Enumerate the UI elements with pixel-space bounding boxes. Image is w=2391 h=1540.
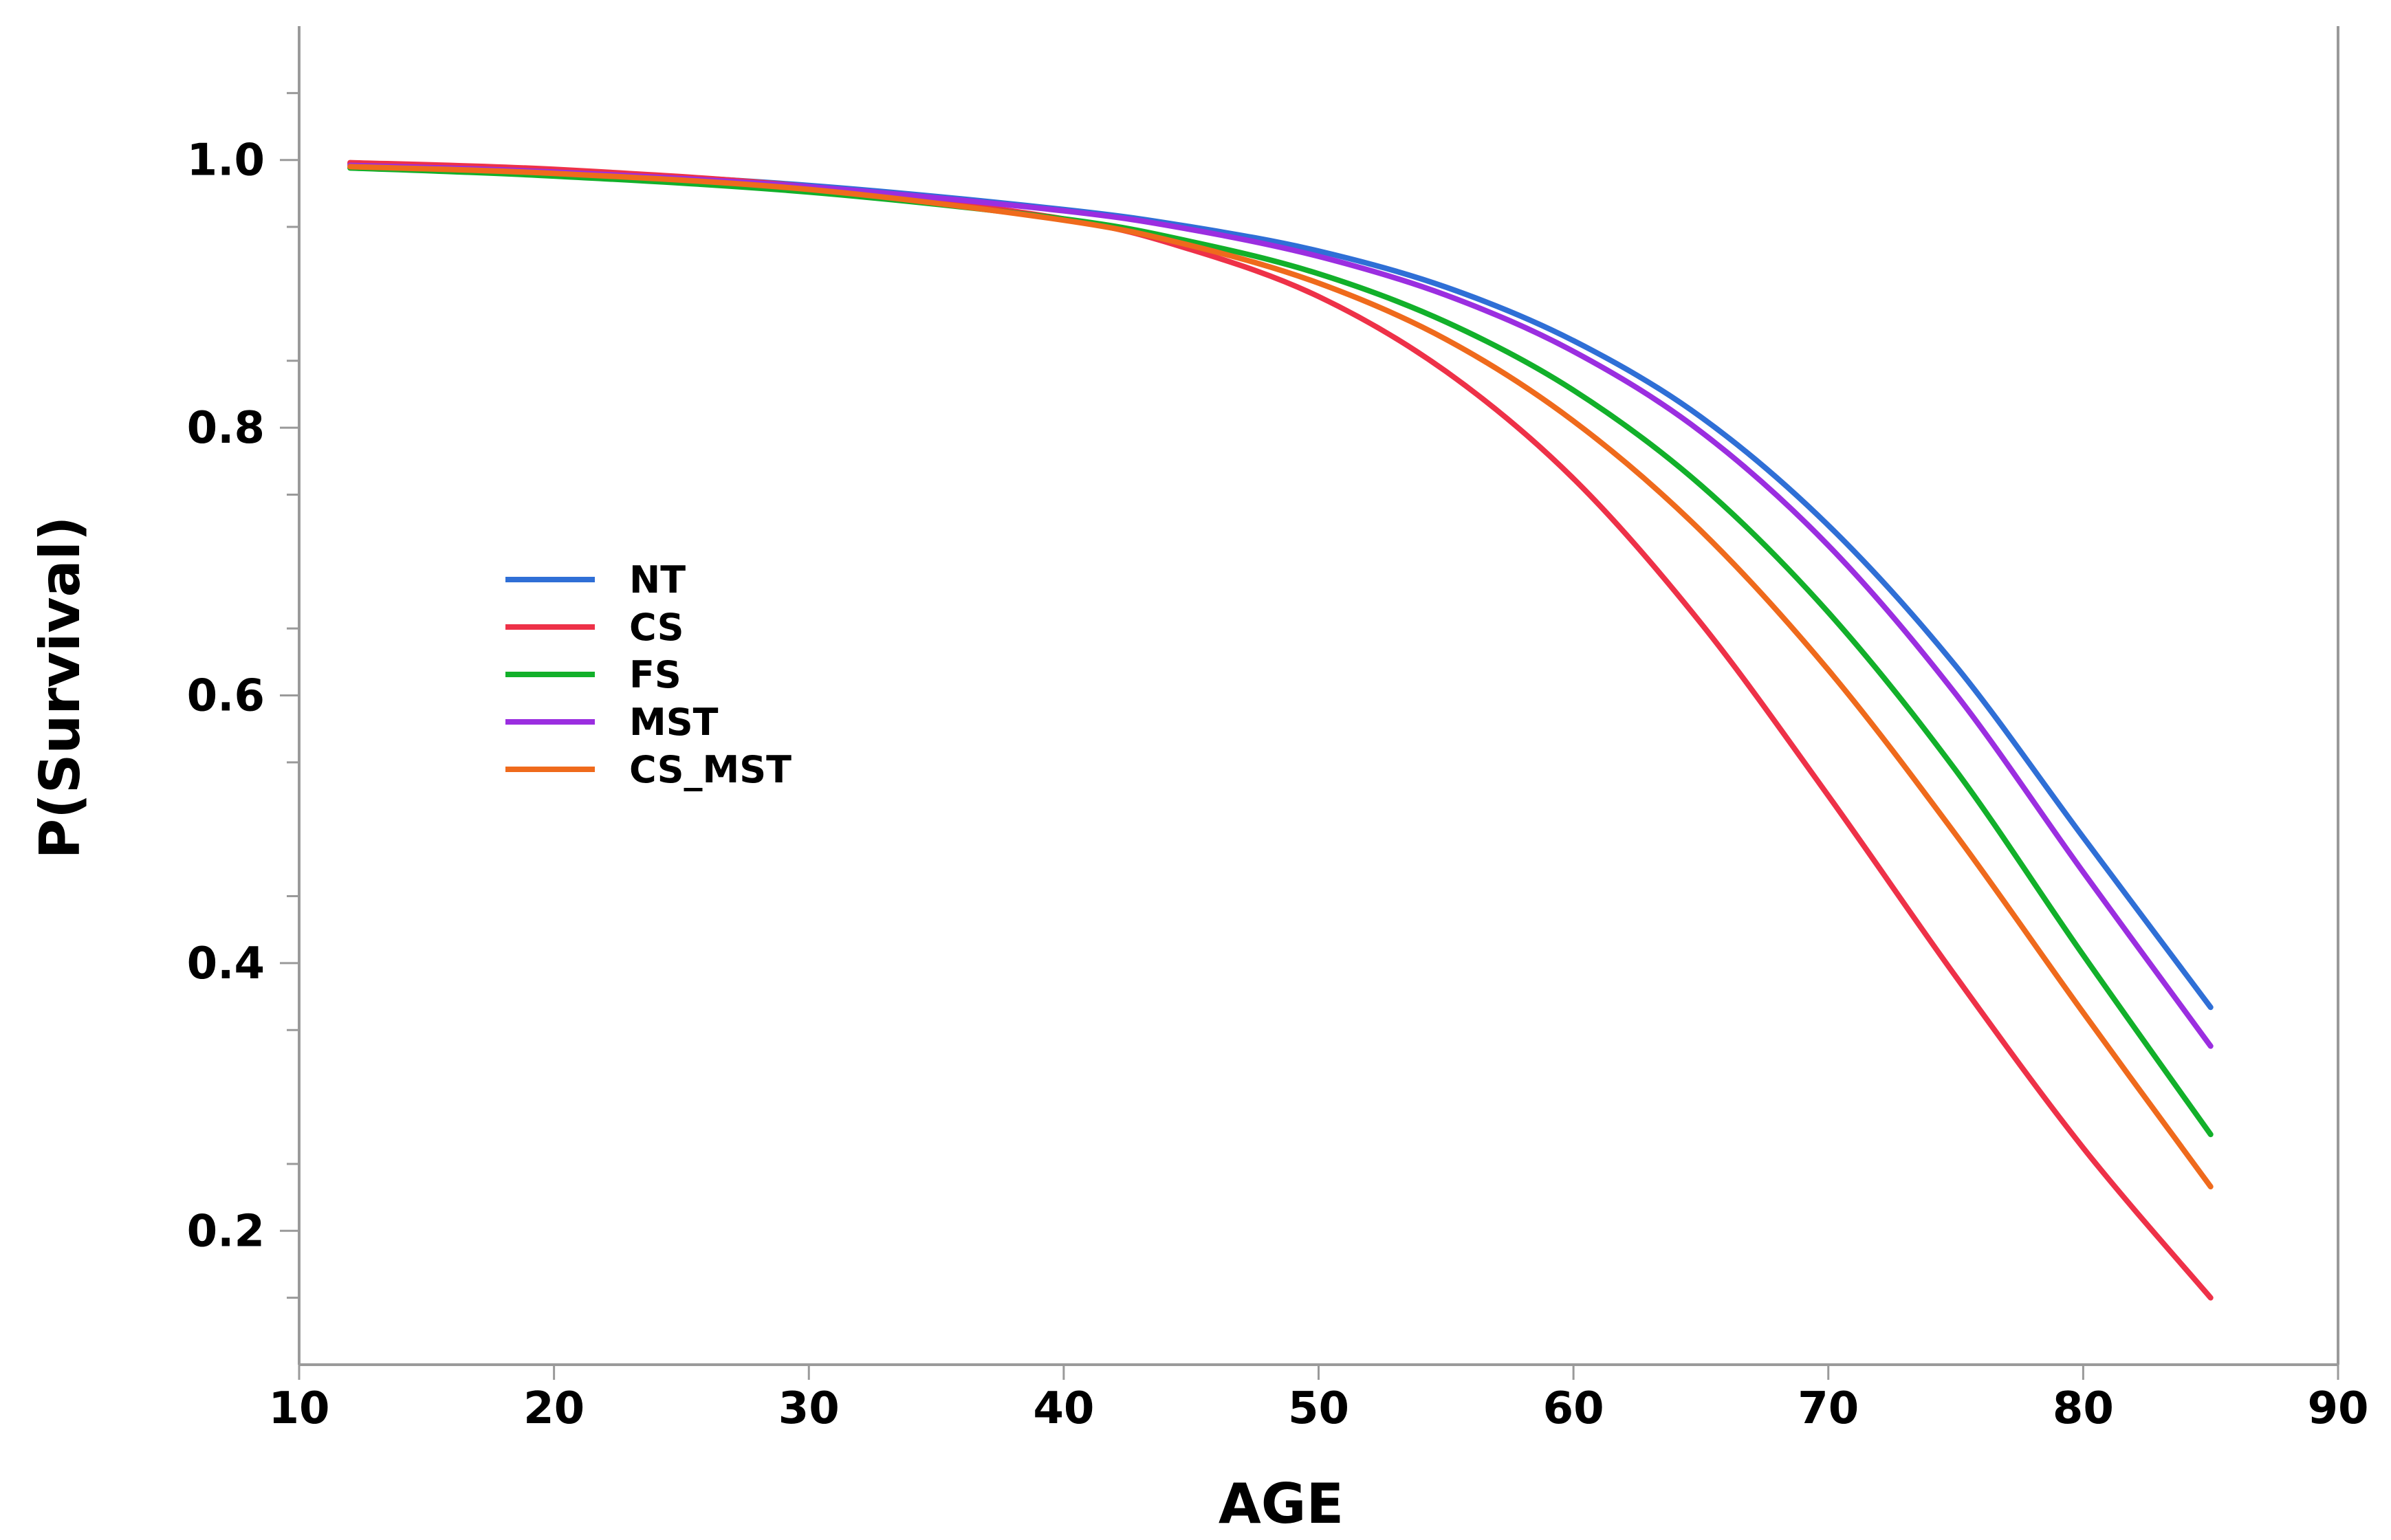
x-axis-title: AGE: [1219, 1472, 1344, 1536]
y-axis-title: P(Survival): [28, 516, 92, 859]
legend-label-mst: MST: [629, 701, 719, 744]
x-tick-label: 10: [268, 1383, 329, 1434]
x-tick-label: 40: [1033, 1383, 1094, 1434]
axes: 10 20 30 40 50 60 70 80 90 0.2 0.4 0.6 0.8 1.0: [187, 26, 2369, 1434]
series-line-cs-mst: [347, 164, 2214, 1189]
y-tick-label: 0.4: [187, 938, 265, 989]
legend-label-fs: FS: [629, 653, 681, 696]
legend-label-cs-mst: CS_MST: [629, 748, 791, 791]
legend-label-cs: CS: [629, 606, 684, 649]
x-tick-label: 20: [523, 1383, 585, 1434]
x-tick-label: 60: [1543, 1383, 1604, 1434]
x-tick-label: 80: [2053, 1383, 2114, 1434]
series-line-fs: [347, 165, 2214, 1138]
series-group: [347, 160, 2214, 1301]
legend-label-nt: NT: [629, 558, 686, 602]
y-tick-label: 0.8: [187, 403, 265, 454]
x-tick-label: 50: [1288, 1383, 1349, 1434]
x-tick-label: 70: [1798, 1383, 1859, 1434]
y-tick-label: 1.0: [187, 135, 265, 186]
x-tick-label: 30: [778, 1383, 840, 1434]
y-tick-label: 0.2: [187, 1206, 265, 1257]
x-tick-label: 90: [2307, 1383, 2368, 1434]
y-tick-label: 0.6: [187, 671, 265, 722]
